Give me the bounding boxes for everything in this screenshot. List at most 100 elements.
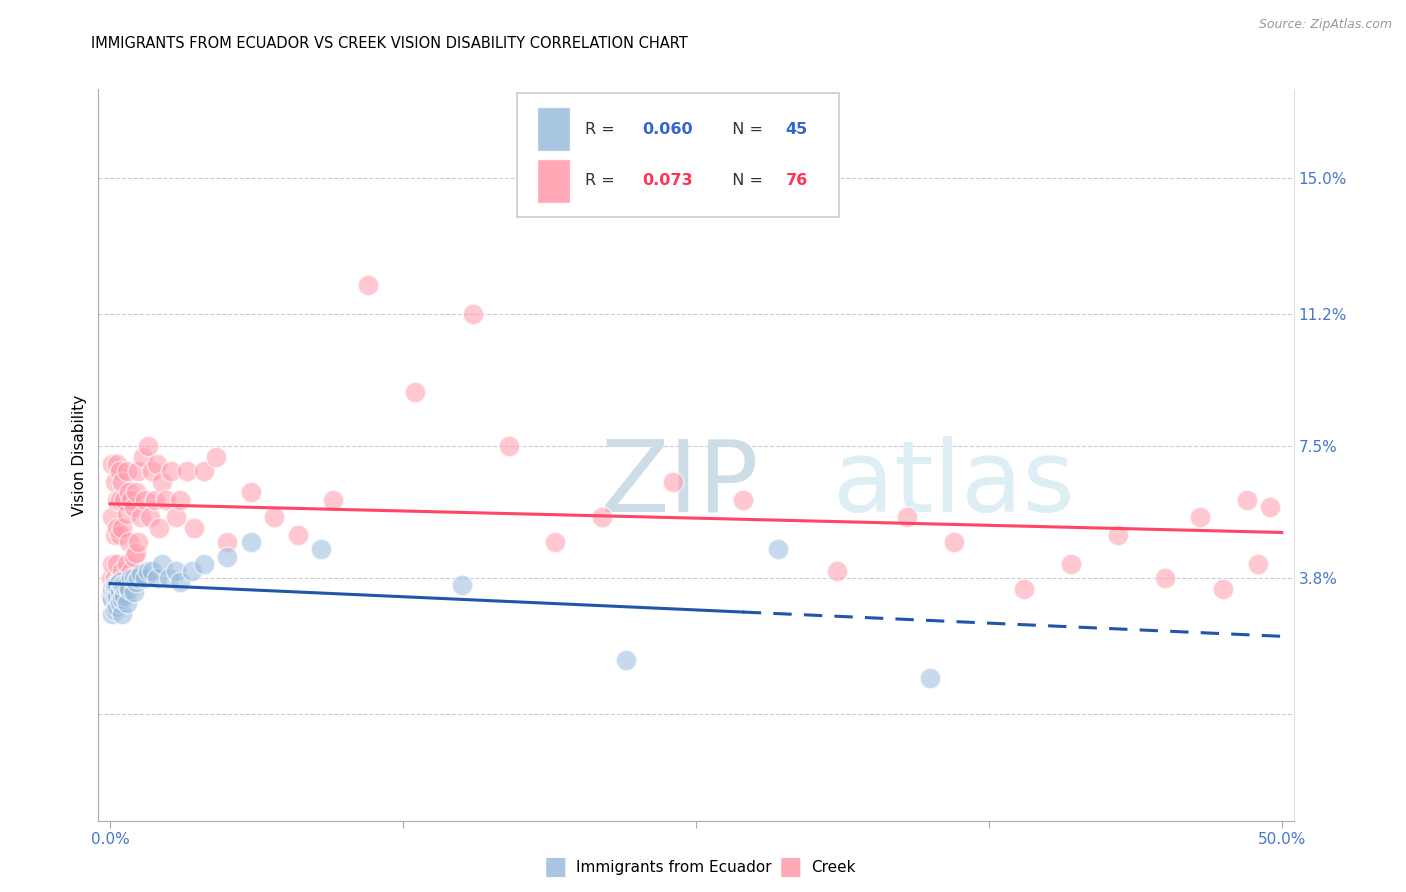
Point xyxy=(1188,510,1211,524)
Point xyxy=(287,528,309,542)
Point xyxy=(108,571,131,585)
Point xyxy=(112,492,135,507)
Point xyxy=(101,457,124,471)
Point xyxy=(139,510,162,524)
Point xyxy=(165,510,187,524)
Text: 45: 45 xyxy=(786,122,808,136)
Point xyxy=(127,464,149,478)
Point xyxy=(263,510,285,524)
Point xyxy=(115,596,138,610)
Text: 0.060: 0.060 xyxy=(643,122,693,136)
Point xyxy=(115,578,138,592)
Point xyxy=(193,557,215,571)
Point xyxy=(181,564,204,578)
Point xyxy=(169,492,191,507)
Point xyxy=(169,574,191,589)
Point xyxy=(404,385,426,400)
Text: R =: R = xyxy=(585,122,620,136)
Point xyxy=(104,475,127,489)
Point xyxy=(105,589,128,603)
Text: 0.073: 0.073 xyxy=(643,173,693,188)
Point xyxy=(150,475,173,489)
Text: Creek: Creek xyxy=(811,860,856,874)
Point xyxy=(766,542,789,557)
Point xyxy=(111,564,134,578)
Point xyxy=(101,592,124,607)
Point xyxy=(309,542,332,557)
Point xyxy=(141,564,163,578)
Point xyxy=(115,507,138,521)
Point xyxy=(125,485,148,500)
Point xyxy=(104,589,127,603)
Point xyxy=(544,535,567,549)
Point xyxy=(132,450,155,464)
FancyBboxPatch shape xyxy=(537,107,571,152)
Point xyxy=(101,557,124,571)
Point xyxy=(1012,582,1035,596)
Point xyxy=(105,492,128,507)
Point xyxy=(614,653,637,667)
FancyBboxPatch shape xyxy=(517,93,839,218)
Point xyxy=(146,457,169,471)
Point xyxy=(129,510,152,524)
Point xyxy=(148,521,170,535)
Text: ZIP: ZIP xyxy=(600,435,759,533)
Point xyxy=(105,521,128,535)
Point xyxy=(111,607,134,621)
Text: ■: ■ xyxy=(544,855,567,879)
Y-axis label: Vision Disability: Vision Disability xyxy=(72,394,87,516)
Point xyxy=(118,535,141,549)
Point xyxy=(1107,528,1129,542)
Point xyxy=(111,521,134,535)
Point xyxy=(122,571,145,585)
Point xyxy=(134,492,156,507)
Point xyxy=(1236,492,1258,507)
Point xyxy=(108,585,131,599)
Point xyxy=(1153,571,1175,585)
Point xyxy=(104,582,127,596)
Point xyxy=(115,464,138,478)
Point xyxy=(125,574,148,589)
Point xyxy=(193,464,215,478)
Text: Immigrants from Ecuador: Immigrants from Ecuador xyxy=(576,860,772,874)
Point xyxy=(100,571,122,585)
Point xyxy=(105,599,128,614)
Point xyxy=(217,549,239,564)
Point xyxy=(498,439,520,453)
Point xyxy=(118,485,141,500)
Point xyxy=(239,535,262,549)
Point xyxy=(105,557,128,571)
Point xyxy=(108,464,131,478)
Point xyxy=(134,571,156,585)
Point xyxy=(101,510,124,524)
Point xyxy=(111,578,134,592)
Point xyxy=(357,278,380,293)
Text: N =: N = xyxy=(723,173,769,188)
Point xyxy=(157,571,180,585)
Point xyxy=(150,557,173,571)
Point xyxy=(120,564,142,578)
Point xyxy=(105,457,128,471)
Point xyxy=(204,450,226,464)
Point xyxy=(450,578,472,592)
Point xyxy=(120,492,142,507)
Point xyxy=(111,475,134,489)
Point xyxy=(105,578,128,592)
Point xyxy=(1212,582,1234,596)
Point xyxy=(136,439,159,453)
Text: ■: ■ xyxy=(779,855,801,879)
Point xyxy=(104,603,127,617)
Point xyxy=(463,307,485,321)
Point xyxy=(731,492,754,507)
Point xyxy=(122,500,145,514)
Point xyxy=(141,464,163,478)
Point xyxy=(825,564,848,578)
Point xyxy=(125,546,148,560)
Point xyxy=(100,589,122,603)
Point xyxy=(101,582,124,596)
Point xyxy=(1060,557,1083,571)
Text: R =: R = xyxy=(585,173,620,188)
Point xyxy=(104,571,127,585)
Point xyxy=(322,492,344,507)
Point xyxy=(104,528,127,542)
